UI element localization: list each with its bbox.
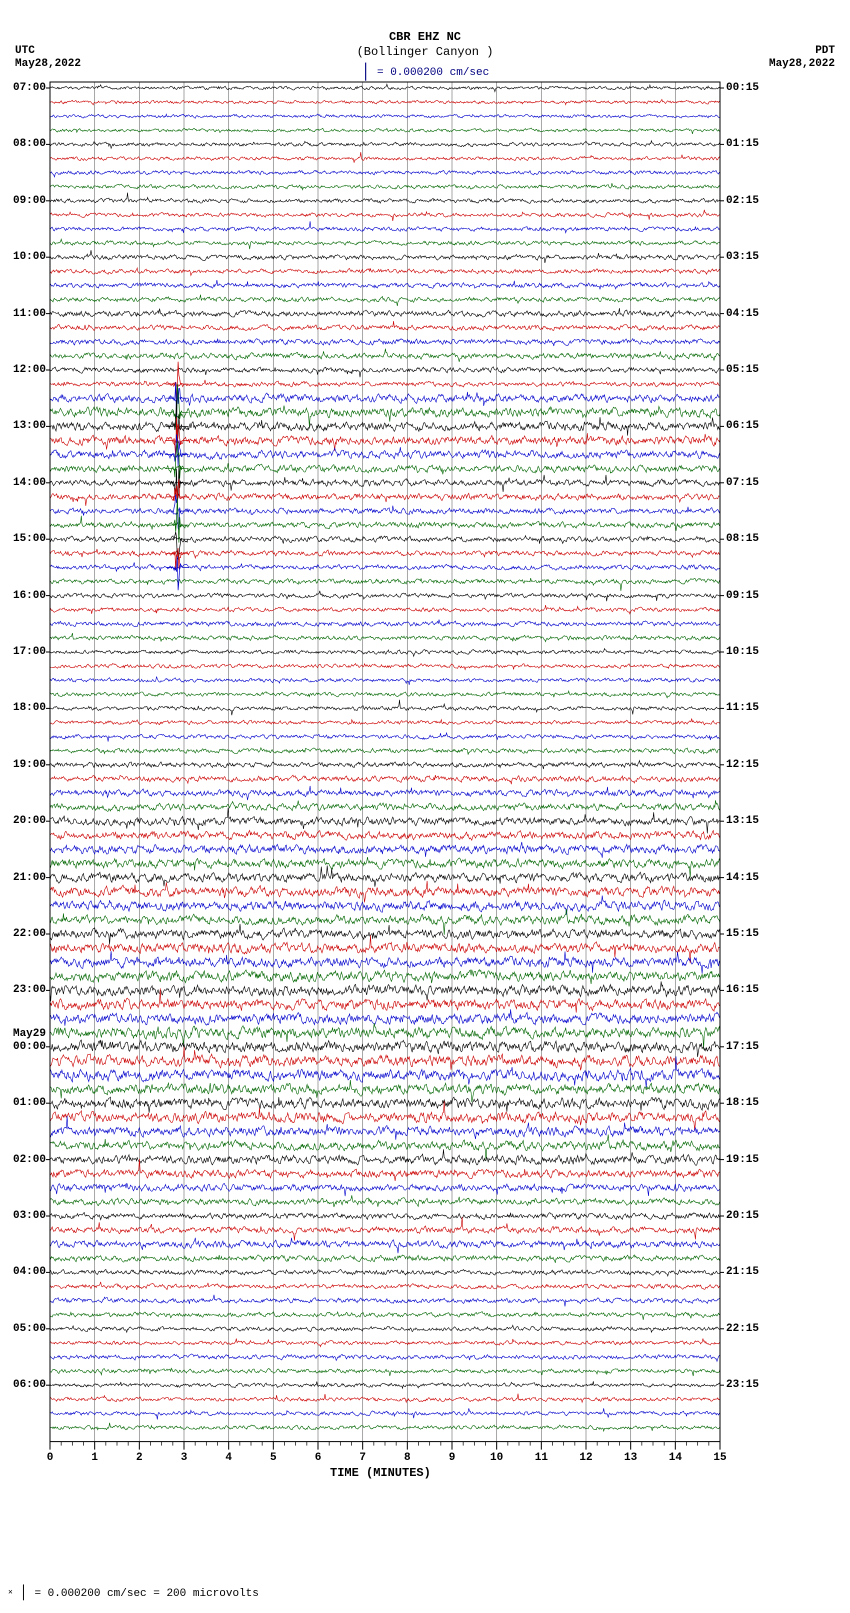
right-time-4: 01:15	[726, 138, 759, 150]
left-time-76: 02:00	[4, 1154, 46, 1166]
right-time-28: 07:15	[726, 477, 759, 489]
date-left-label: May28,2022	[15, 58, 81, 70]
footer-scale-text: = 0.000200 cm/sec = 200 microvolts	[34, 1588, 258, 1600]
right-time-56: 14:15	[726, 872, 759, 884]
x-tick-5: 5	[270, 1452, 277, 1464]
right-time-8: 02:15	[726, 195, 759, 207]
x-tick-9: 9	[449, 1452, 456, 1464]
right-time-20: 05:15	[726, 364, 759, 376]
right-time-92: 23:15	[726, 1379, 759, 1391]
left-time-40: 17:00	[4, 646, 46, 658]
footer-scale: × │ = 0.000200 cm/sec = 200 microvolts	[8, 1585, 259, 1601]
right-time-36: 09:15	[726, 590, 759, 602]
x-tick-11: 11	[535, 1452, 548, 1464]
left-time-56: 21:00	[4, 872, 46, 884]
right-time-0: 00:15	[726, 82, 759, 94]
seismogram-page: CBR EHZ NC (Bollinger Canyon ) │ = 0.000…	[0, 0, 850, 1613]
x-tick-8: 8	[404, 1452, 411, 1464]
right-time-84: 21:15	[726, 1266, 759, 1278]
x-tick-4: 4	[225, 1452, 232, 1464]
right-time-32: 08:15	[726, 533, 759, 545]
right-time-76: 19:15	[726, 1154, 759, 1166]
helicorder-plot	[50, 82, 720, 1552]
left-time-84: 04:00	[4, 1266, 46, 1278]
left-time-64: 23:00	[4, 984, 46, 996]
right-time-24: 06:15	[726, 420, 759, 432]
right-time-88: 22:15	[726, 1323, 759, 1335]
left-time-12: 10:00	[4, 251, 46, 263]
left-time-80: 03:00	[4, 1210, 46, 1222]
left-time-60: 22:00	[4, 928, 46, 940]
x-tick-13: 13	[624, 1452, 637, 1464]
left-time-68: 00:00	[4, 1041, 46, 1053]
left-time-24: 13:00	[4, 420, 46, 432]
left-time-28: 14:00	[4, 477, 46, 489]
station-code: CBR EHZ NC	[0, 30, 850, 44]
x-axis-title: TIME (MINUTES)	[330, 1466, 431, 1480]
station-location: (Bollinger Canyon )	[0, 45, 850, 59]
x-tick-7: 7	[359, 1452, 366, 1464]
x-tick-2: 2	[136, 1452, 143, 1464]
x-tick-1: 1	[91, 1452, 98, 1464]
x-tick-12: 12	[579, 1452, 592, 1464]
left-time-0: 07:00	[4, 82, 46, 94]
x-tick-6: 6	[315, 1452, 322, 1464]
left-time-72: 01:00	[4, 1097, 46, 1109]
right-time-52: 13:15	[726, 815, 759, 827]
scale-text: = 0.000200 cm/sec	[377, 67, 489, 79]
right-time-40: 10:15	[726, 646, 759, 658]
right-time-12: 03:15	[726, 251, 759, 263]
scale-indicator: │ = 0.000200 cm/sec	[0, 63, 850, 81]
left-time-4: 08:00	[4, 138, 46, 150]
x-tick-3: 3	[181, 1452, 188, 1464]
left-time-44: 18:00	[4, 702, 46, 714]
left-time-16: 11:00	[4, 308, 46, 320]
right-time-72: 18:15	[726, 1097, 759, 1109]
right-time-80: 20:15	[726, 1210, 759, 1222]
tz-right-label: PDT	[815, 45, 835, 57]
tz-left-label: UTC	[15, 45, 35, 57]
x-tick-10: 10	[490, 1452, 503, 1464]
left-time-20: 12:00	[4, 364, 46, 376]
x-tick-0: 0	[47, 1452, 54, 1464]
right-time-60: 15:15	[726, 928, 759, 940]
left-time-92: 06:00	[4, 1379, 46, 1391]
right-time-68: 17:15	[726, 1041, 759, 1053]
date-right-label: May28,2022	[769, 58, 835, 70]
left-time-48: 19:00	[4, 759, 46, 771]
left-time-88: 05:00	[4, 1323, 46, 1335]
right-time-64: 16:15	[726, 984, 759, 996]
left-time-8: 09:00	[4, 195, 46, 207]
x-tick-15: 15	[713, 1452, 726, 1464]
left-time-52: 20:00	[4, 815, 46, 827]
right-time-44: 11:15	[726, 702, 759, 714]
right-time-48: 12:15	[726, 759, 759, 771]
left-time-32: 15:00	[4, 533, 46, 545]
right-time-16: 04:15	[726, 308, 759, 320]
left-date-68: May29	[4, 1028, 46, 1040]
x-tick-14: 14	[669, 1452, 682, 1464]
left-time-36: 16:00	[4, 590, 46, 602]
